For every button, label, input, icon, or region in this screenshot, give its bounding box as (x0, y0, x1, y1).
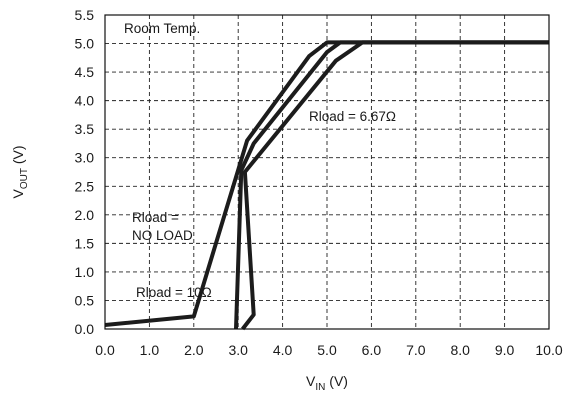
x-tick-label: 4.0 (273, 342, 293, 358)
x-tick-label: 6.0 (362, 342, 382, 358)
x-tick-label: 7.0 (406, 342, 426, 358)
annotation-rload-667: Rload = 6.67Ω (309, 109, 396, 124)
x-tick-label: 8.0 (450, 342, 470, 358)
plot-frame (104, 14, 550, 330)
grid (105, 15, 549, 329)
series-layer (104, 40, 549, 331)
x-tick-label: 1.0 (140, 342, 160, 358)
annotation-room-temp: Room Temp. (124, 21, 200, 36)
x-tick-label: 0.0 (95, 342, 115, 358)
y-tick-label: 4.0 (75, 93, 95, 109)
x-axis-ticks: 0.0 1.0 2.0 3.0 4.0 5.0 6.0 7.0 8.0 9.0 10.0 (95, 342, 563, 358)
y-tick-label: 2.0 (75, 207, 95, 223)
y-tick-label: 4.5 (75, 64, 95, 80)
x-tick-label: 2.0 (184, 342, 204, 358)
y-tick-label: 1.5 (75, 235, 95, 251)
annotation-rload-10: Rload = 10Ω (136, 285, 212, 300)
y-tick-label: 3.0 (75, 150, 95, 166)
annotation-no-load-line1: Rload = (132, 210, 179, 225)
y-tick-label: 3.5 (75, 121, 95, 137)
y-axis-title: VOUT (V) (10, 145, 30, 198)
x-tick-label: 5.0 (317, 342, 337, 358)
series-line-3 (241, 40, 549, 331)
y-tick-label: 1.0 (75, 264, 95, 280)
y-tick-label: 5.5 (75, 7, 95, 23)
y-tick-label: 0.0 (75, 321, 95, 337)
annotation-no-load-line2: NO LOAD (132, 228, 193, 243)
y-tick-label: 2.5 (75, 178, 95, 194)
x-tick-label: 9.0 (495, 342, 515, 358)
y-tick-label: 0.5 (75, 292, 95, 308)
y-tick-label: 5.0 (75, 36, 95, 52)
x-tick-label: 10.0 (535, 342, 562, 358)
y-axis-ticks: 0.0 0.5 1.0 1.5 2.0 2.5 3.0 3.5 4.0 4.5 5.0 5.5 (75, 7, 95, 337)
x-tick-label: 3.0 (228, 342, 248, 358)
x-axis-title: VIN (V) (306, 373, 348, 393)
